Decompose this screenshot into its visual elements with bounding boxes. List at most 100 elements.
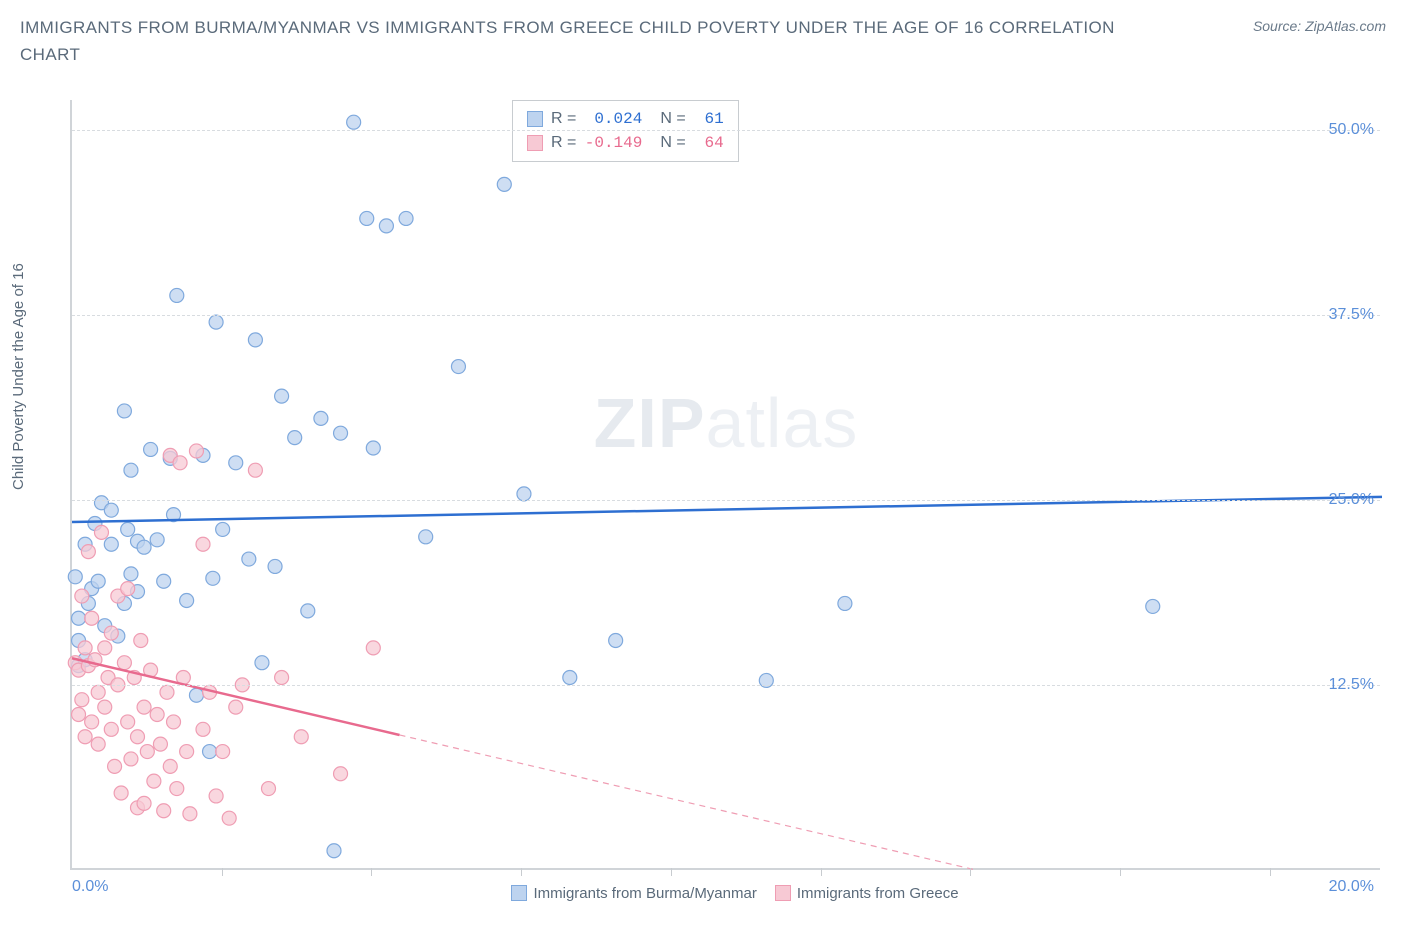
data-point [189,688,203,702]
data-point [150,533,164,547]
x-minor-tick [671,868,672,876]
data-point [78,641,92,655]
data-point [150,708,164,722]
data-point [72,611,86,625]
series-swatch [527,111,543,127]
data-point [117,656,131,670]
data-point [167,715,181,729]
data-point [78,730,92,744]
data-point [91,737,105,751]
data-point [98,641,112,655]
data-point [98,700,112,714]
y-axis-label: Child Poverty Under the Age of 16 [10,263,27,490]
x-minor-tick [1270,868,1271,876]
data-point [206,571,220,585]
data-point [517,487,531,501]
data-point [209,315,223,329]
data-point [121,715,135,729]
y-tick-label: 50.0% [1329,121,1374,139]
data-point [255,656,269,670]
data-point [180,594,194,608]
data-point [140,745,154,759]
data-point [104,503,118,517]
data-point [563,671,577,685]
data-point [75,693,89,707]
data-point [121,522,135,536]
data-point [327,844,341,858]
stat-n-value: 61 [694,107,724,131]
data-point [419,530,433,544]
data-point [137,700,151,714]
data-point [189,444,203,458]
data-point [131,730,145,744]
data-point [108,759,122,773]
y-tick-label: 25.0% [1329,491,1374,509]
data-point [114,786,128,800]
data-point [137,540,151,554]
data-point [288,431,302,445]
gridline-h [72,685,1380,686]
stat-n-value: 64 [694,131,724,155]
x-minor-tick [222,868,223,876]
data-point [294,730,308,744]
data-point [137,796,151,810]
plot-area: ZIPatlas R =0.024N =61R =-0.149N =64 Imm… [70,100,1380,870]
data-point [104,537,118,551]
data-point [72,708,86,722]
legend-label: Immigrants from Burma/Myanmar [533,885,756,902]
scatter-svg [72,100,1380,868]
stats-row: R =-0.149N =64 [527,131,724,155]
legend-swatch [511,885,527,901]
stat-n-label: N = [660,107,685,131]
data-point [104,722,118,736]
correlation-stats-box: R =0.024N =61R =-0.149N =64 [512,100,739,162]
x-minor-tick [371,868,372,876]
data-point [248,463,262,477]
data-point [360,211,374,225]
data-point [216,745,230,759]
y-tick-label: 12.5% [1329,676,1374,694]
data-point [366,441,380,455]
data-point [222,811,236,825]
data-point [81,545,95,559]
data-point [173,456,187,470]
gridline-h [72,500,1380,501]
data-point [268,559,282,573]
y-tick-label: 37.5% [1329,306,1374,324]
data-point [242,552,256,566]
data-point [117,404,131,418]
data-point [334,426,348,440]
data-point [124,463,138,477]
series-legend: Immigrants from Burma/Myanmar Immigrants … [72,885,1380,902]
data-point [134,633,148,647]
data-point [229,456,243,470]
data-point [301,604,315,618]
stats-row: R =0.024N =61 [527,107,724,131]
data-point [160,685,174,699]
regression-line-dashed [400,735,976,870]
data-point [68,570,82,584]
data-point [314,411,328,425]
data-point [85,715,99,729]
data-point [399,211,413,225]
legend-label: Immigrants from Greece [797,885,959,902]
data-point [275,671,289,685]
data-point [379,219,393,233]
x-minor-tick [521,868,522,876]
chart-container: Child Poverty Under the Age of 16 ZIPatl… [20,90,1386,920]
chart-source: Source: ZipAtlas.com [1253,18,1386,34]
data-point [262,782,276,796]
data-point [147,774,161,788]
x-minor-tick [821,868,822,876]
x-minor-tick [970,868,971,876]
data-point [275,389,289,403]
x-tick-label: 0.0% [72,878,108,896]
data-point [144,442,158,456]
data-point [334,767,348,781]
data-point [347,115,361,129]
legend-swatch [775,885,791,901]
data-point [229,700,243,714]
data-point [91,685,105,699]
stat-r-label: R = [551,107,576,131]
data-point [157,574,171,588]
